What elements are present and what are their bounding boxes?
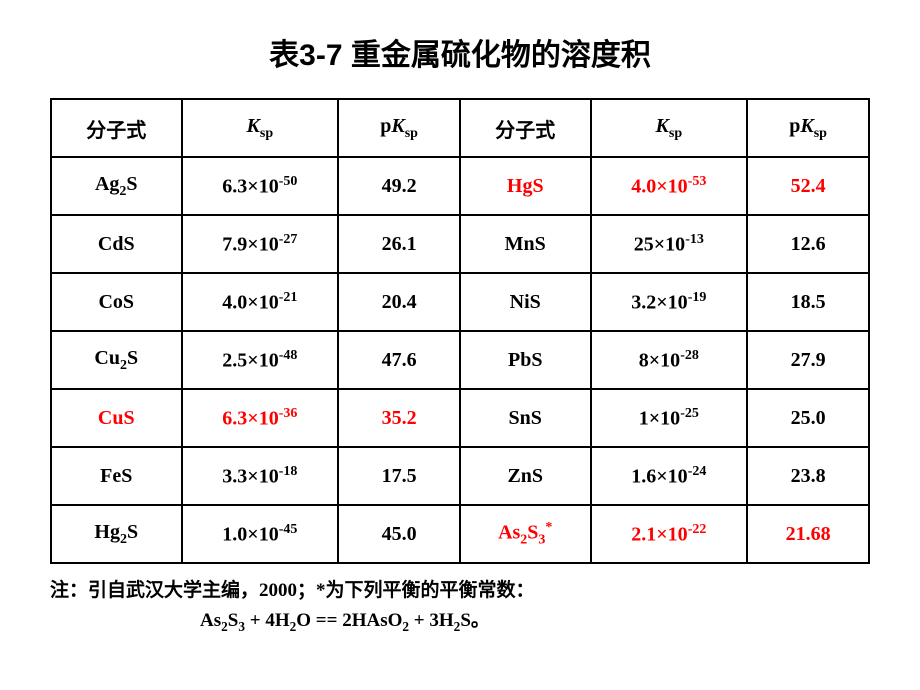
cell-pksp-left: 17.5 [338,447,460,505]
col-formula-1: 分子式 [51,99,182,157]
cell-pksp-left: 20.4 [338,273,460,331]
cell-formula-left: FeS [51,447,182,505]
col-pksp-1: pKsp [338,99,460,157]
cell-formula-left: CoS [51,273,182,331]
cell-ksp-right: 3.2×10-19 [591,273,748,331]
cell-pksp-right: 25.0 [747,389,869,447]
col-pksp-2: pKsp [747,99,869,157]
cell-pksp-right: 18.5 [747,273,869,331]
cell-pksp-right: 52.4 [747,157,869,215]
cell-ksp-left: 1.0×10-45 [182,505,339,563]
col-formula-2: 分子式 [460,99,591,157]
table-row: CuS6.3×10-3635.2SnS1×10-2525.0 [51,389,869,447]
cell-formula-left: CuS [51,389,182,447]
table-row: Ag2S6.3×10-5049.2HgS4.0×10-5352.4 [51,157,869,215]
cell-pksp-right: 27.9 [747,331,869,389]
cell-formula-right: As2S3* [460,505,591,563]
cell-pksp-left: 47.6 [338,331,460,389]
cell-formula-right: HgS [460,157,591,215]
cell-ksp-left: 4.0×10-21 [182,273,339,331]
cell-formula-right: PbS [460,331,591,389]
header-row: 分子式 Ksp pKsp 分子式 Ksp pKsp [51,99,869,157]
col-ksp-2: Ksp [591,99,748,157]
cell-ksp-left: 6.3×10-36 [182,389,339,447]
cell-formula-left: Cu2S [51,331,182,389]
table-row: CoS4.0×10-2120.4NiS3.2×10-1918.5 [51,273,869,331]
cell-formula-right: MnS [460,215,591,273]
cell-ksp-right: 2.1×10-22 [591,505,748,563]
cell-pksp-right: 23.8 [747,447,869,505]
col-ksp-1: Ksp [182,99,339,157]
cell-ksp-left: 6.3×10-50 [182,157,339,215]
table-row: Hg2S1.0×10-4545.0As2S3*2.1×10-2221.68 [51,505,869,563]
footnote-equation: As2S3 + 4H2O == 2HAsO2 + 3H2S。 [50,606,870,637]
cell-formula-right: SnS [460,389,591,447]
table-row: CdS7.9×10-2726.1MnS25×10-1312.6 [51,215,869,273]
footnote-line-1: 注：引自武汉大学主编，2000；*为下列平衡的平衡常数： [50,576,870,606]
table-title: 表3-7 重金属硫化物的溶度积 [50,30,870,74]
table-row: Cu2S2.5×10-4847.6PbS8×10-2827.9 [51,331,869,389]
cell-ksp-right: 25×10-13 [591,215,748,273]
cell-ksp-left: 3.3×10-18 [182,447,339,505]
cell-pksp-left: 49.2 [338,157,460,215]
cell-formula-left: Ag2S [51,157,182,215]
cell-ksp-right: 4.0×10-53 [591,157,748,215]
table-body: Ag2S6.3×10-5049.2HgS4.0×10-5352.4CdS7.9×… [51,157,869,563]
cell-ksp-left: 2.5×10-48 [182,331,339,389]
cell-ksp-right: 8×10-28 [591,331,748,389]
solubility-table: 分子式 Ksp pKsp 分子式 Ksp pKsp Ag2S6.3×10-504… [50,98,870,564]
table-row: FeS3.3×10-1817.5ZnS1.6×10-2423.8 [51,447,869,505]
cell-pksp-right: 12.6 [747,215,869,273]
cell-ksp-left: 7.9×10-27 [182,215,339,273]
cell-formula-right: ZnS [460,447,591,505]
cell-pksp-right: 21.68 [747,505,869,563]
cell-pksp-left: 45.0 [338,505,460,563]
cell-pksp-left: 35.2 [338,389,460,447]
cell-pksp-left: 26.1 [338,215,460,273]
cell-ksp-right: 1×10-25 [591,389,748,447]
footnote: 注：引自武汉大学主编，2000；*为下列平衡的平衡常数： As2S3 + 4H2… [50,576,870,637]
cell-formula-right: NiS [460,273,591,331]
cell-ksp-right: 1.6×10-24 [591,447,748,505]
cell-formula-left: Hg2S [51,505,182,563]
cell-formula-left: CdS [51,215,182,273]
